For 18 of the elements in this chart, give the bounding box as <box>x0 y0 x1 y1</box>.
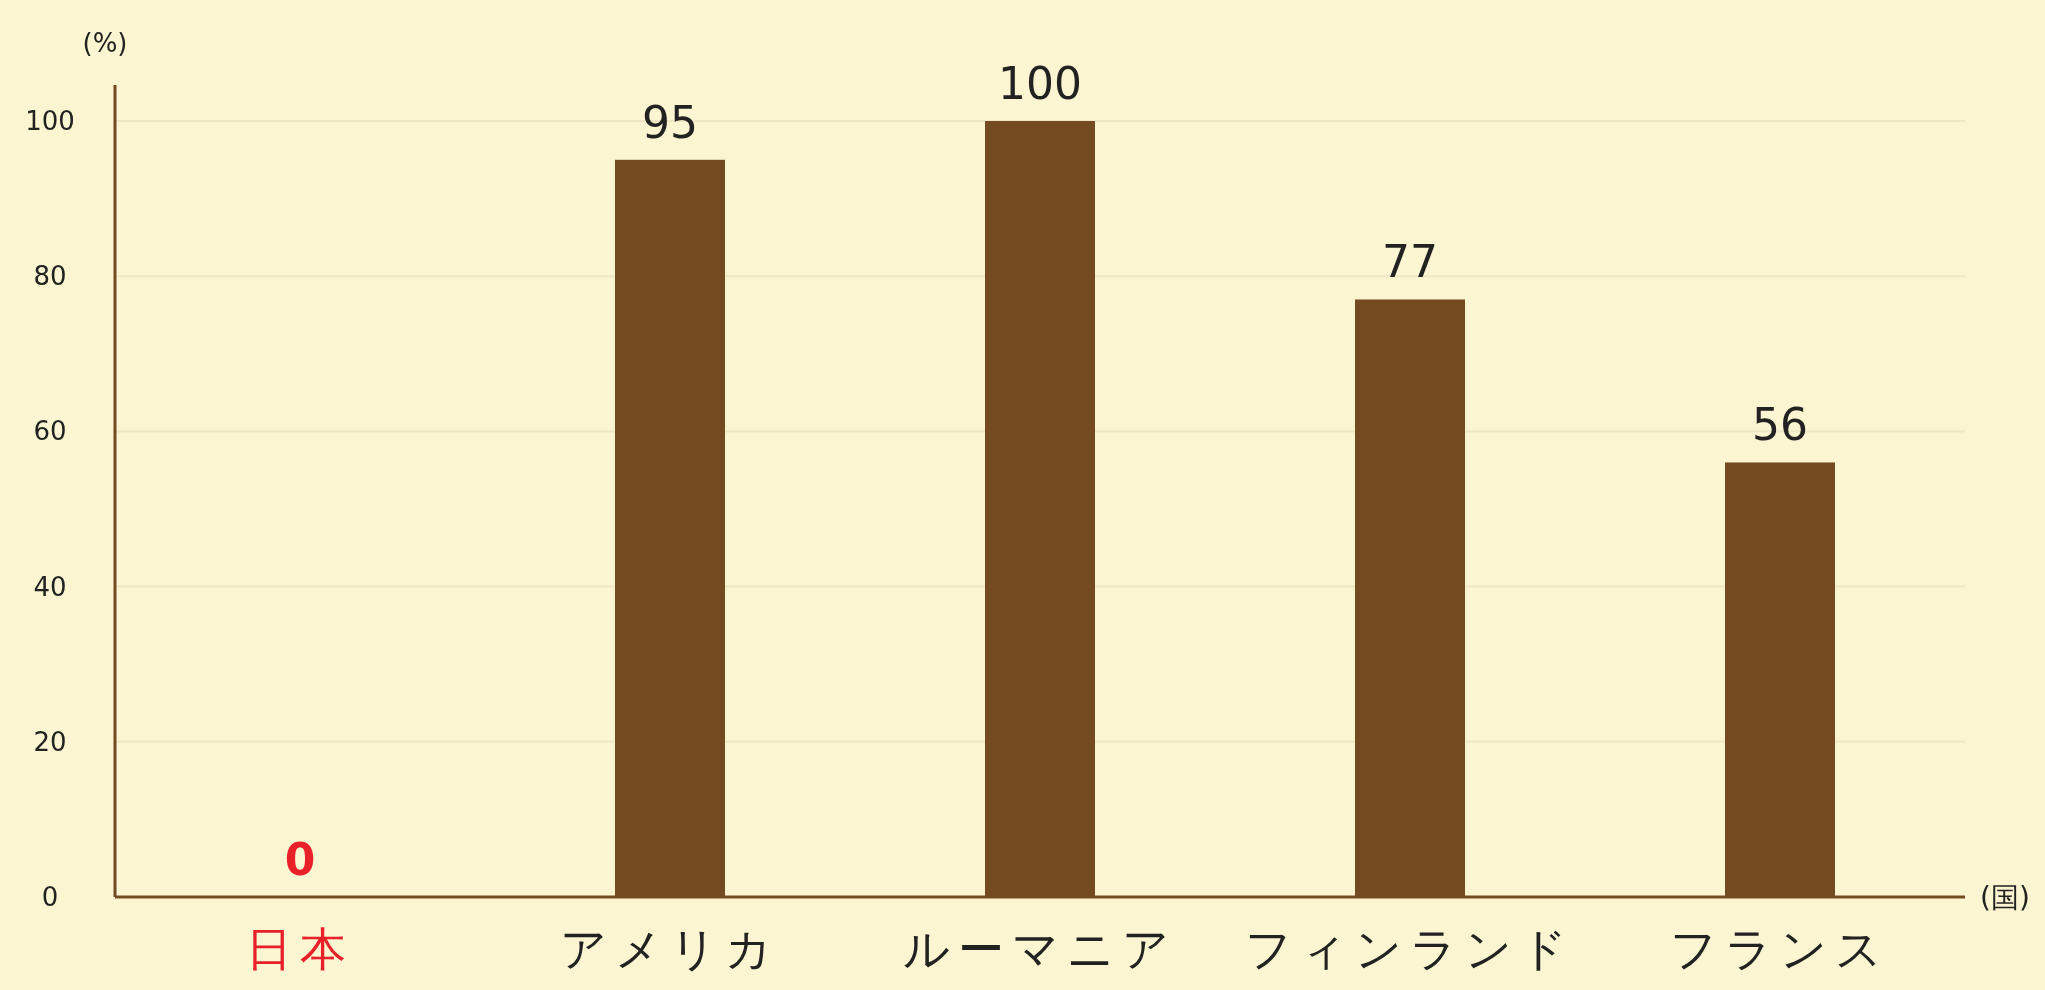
x-tick-label: 日本 <box>246 922 354 976</box>
y-tick-label: 40 <box>33 571 67 602</box>
y-axis-title: (%) <box>82 28 128 58</box>
data-label: 100 <box>998 58 1082 109</box>
x-axis-title: (国) <box>1980 881 2030 914</box>
x-tick-label: フランス <box>1670 922 1890 976</box>
data-label: 95 <box>642 96 698 148</box>
data-label: 56 <box>1752 399 1808 451</box>
x-tick-label: ルーマニア <box>903 922 1177 976</box>
y-tick-label: 20 <box>33 726 67 757</box>
data-label: 77 <box>1382 236 1438 288</box>
x-tick-label: フィンランド <box>1245 922 1575 976</box>
y-tick-label: 60 <box>33 416 67 447</box>
y-tick-label: 0 <box>41 882 59 912</box>
data-label: 0 <box>284 834 316 885</box>
x-tick-label: アメリカ <box>560 922 780 976</box>
y-tick-label: 100 <box>25 106 75 136</box>
y-tick-label: 80 <box>33 261 67 292</box>
